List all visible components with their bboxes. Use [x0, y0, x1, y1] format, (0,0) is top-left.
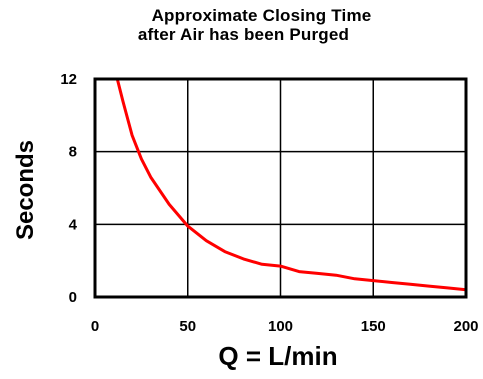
- x-tick-label: 150: [361, 318, 386, 335]
- x-tick-label: 0: [91, 318, 99, 335]
- chart-title-line-1: Approximate Closing Time: [151, 6, 372, 25]
- x-axis-label: Q = L/min: [218, 341, 338, 371]
- x-tick-label: 100: [268, 318, 293, 335]
- y-tick-label: 0: [69, 289, 77, 306]
- grid-lines: [95, 79, 466, 297]
- chart-title: Approximate Closing Time after Air has b…: [0, 6, 483, 44]
- series-group: [115, 77, 468, 292]
- y-tick-labels: 0 4 8 12: [60, 71, 77, 306]
- series-line: [115, 77, 468, 292]
- y-tick-label: 4: [69, 216, 78, 233]
- y-tick-label: 12: [60, 71, 77, 88]
- x-tick-labels: 0 50 100 150 200: [91, 318, 479, 335]
- chart-title-line-2: after Air has been Purged: [137, 25, 350, 44]
- x-tick-label: 200: [453, 318, 478, 335]
- plot-frame: [93, 77, 468, 299]
- y-tick-label: 8: [69, 144, 77, 161]
- x-tick-label: 50: [179, 318, 196, 335]
